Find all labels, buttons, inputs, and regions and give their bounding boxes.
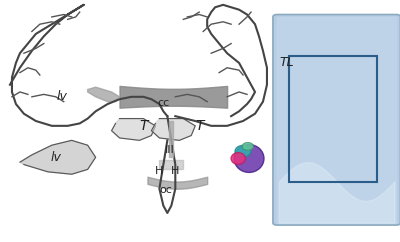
Ellipse shape [242, 143, 254, 150]
FancyBboxPatch shape [273, 15, 400, 225]
Text: lv: lv [50, 151, 61, 164]
Polygon shape [88, 87, 120, 102]
Text: H: H [155, 166, 164, 176]
Text: H: H [171, 166, 180, 176]
Text: T: T [139, 119, 148, 133]
Ellipse shape [231, 153, 246, 164]
Ellipse shape [234, 144, 264, 172]
Polygon shape [112, 119, 155, 140]
Text: oc: oc [159, 185, 172, 195]
Text: III: III [164, 145, 174, 155]
Text: cc: cc [157, 98, 170, 108]
Bar [289, 56, 376, 182]
Polygon shape [152, 119, 195, 140]
Text: lv: lv [56, 90, 67, 103]
Ellipse shape [235, 145, 251, 157]
Text: T: T [195, 119, 204, 133]
Polygon shape [20, 140, 96, 174]
Polygon shape [159, 160, 183, 169]
Text: TL: TL [280, 56, 294, 69]
